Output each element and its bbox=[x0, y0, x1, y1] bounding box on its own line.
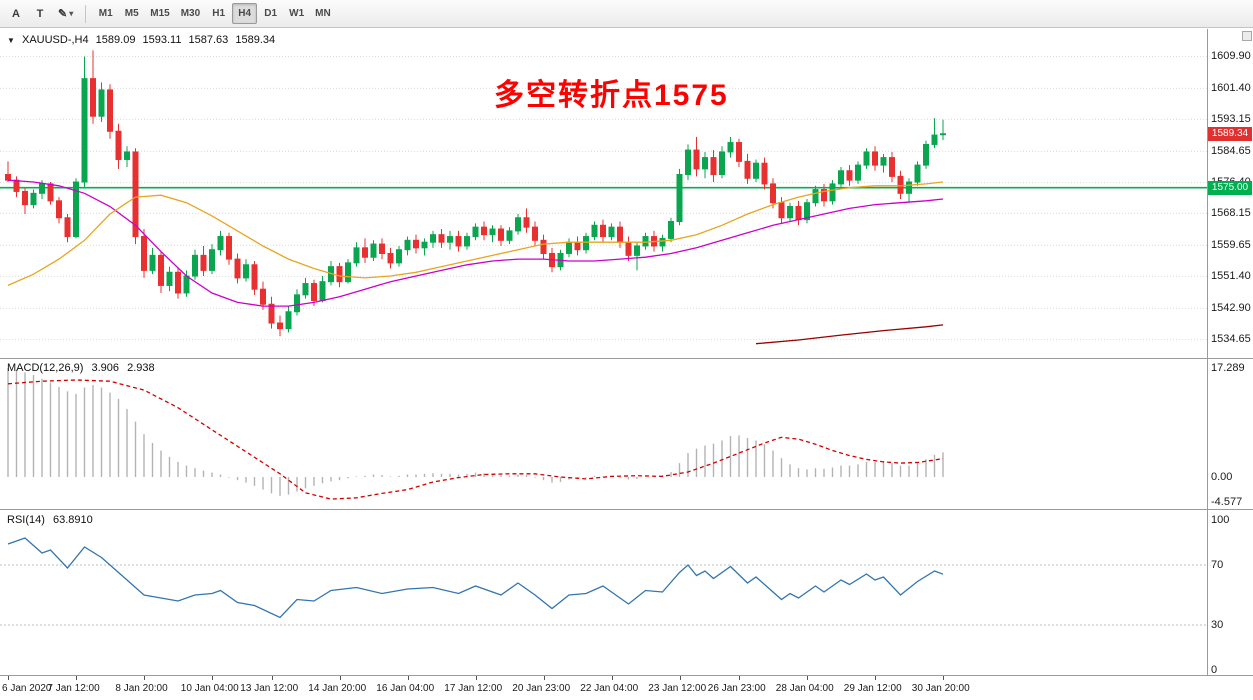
timeframe-group: M1 M5 M15 M30 H1 H4 D1 W1 MN bbox=[93, 3, 335, 24]
time-tick-label: 22 Jan 04:00 bbox=[580, 683, 639, 694]
price-tick-label: 1593.15 bbox=[1211, 113, 1251, 126]
macd-label: MACD(12,26,9) 3.906 2.938 bbox=[7, 362, 160, 374]
macd-main-value: 3.906 bbox=[91, 362, 120, 374]
time-tick-label: 20 Jan 23:00 bbox=[512, 683, 571, 694]
timeframe-m5-button[interactable]: M5 bbox=[119, 3, 144, 24]
time-tick bbox=[339, 676, 341, 680]
time-tick-label: 28 Jan 04:00 bbox=[775, 683, 834, 694]
drawing-tools-button[interactable]: ✎ ▾ bbox=[53, 3, 78, 24]
time-tick-label: 16 Jan 04:00 bbox=[376, 683, 435, 694]
timeframe-h1-button[interactable]: H1 bbox=[206, 3, 231, 24]
time-tick bbox=[212, 676, 213, 680]
timeframe-mn-button[interactable]: MN bbox=[310, 3, 336, 24]
time-tick bbox=[271, 676, 273, 680]
price-tick-label: 1542.90 bbox=[1211, 302, 1251, 315]
time-tick bbox=[475, 676, 477, 680]
time-tick bbox=[875, 676, 876, 680]
time-tick bbox=[144, 676, 145, 680]
close-value: 1589.34 bbox=[235, 34, 276, 46]
main-chart-canvas[interactable] bbox=[0, 29, 1207, 358]
price-tick-label: 1559.65 bbox=[1211, 239, 1251, 252]
timeframe-w1-button[interactable]: W1 bbox=[284, 3, 309, 24]
timeframe-d1-button[interactable]: D1 bbox=[258, 3, 283, 24]
time-tick-label: 30 Jan 20:00 bbox=[911, 683, 970, 694]
toolbar: A T ✎ ▾ M1 M5 M15 M30 H1 H4 D1 W1 MN bbox=[0, 0, 1253, 28]
macd-name: MACD(12,26,9) bbox=[7, 362, 84, 374]
chart-window: ▼ XAUUSD-,H4 1589.09 1593.11 1587.63 158… bbox=[0, 28, 1253, 700]
macd-tick-label: -4.577 bbox=[1211, 496, 1243, 508]
macd-canvas[interactable] bbox=[0, 359, 1207, 509]
price-axis-border bbox=[1207, 29, 1208, 675]
time-tick bbox=[943, 676, 944, 680]
hline-price-badge: 1575.00 bbox=[1208, 180, 1252, 195]
price-tick-label: 1534.65 bbox=[1211, 333, 1251, 346]
high-value: 1593.11 bbox=[142, 34, 182, 46]
pencil-icon: ✎ bbox=[58, 8, 68, 20]
panel-separator-macd[interactable] bbox=[0, 358, 1253, 359]
time-tick-label: 8 Jan 20:00 bbox=[115, 683, 168, 694]
panel-separator-timeaxis bbox=[0, 675, 1253, 676]
time-tick-label: 26 Jan 23:00 bbox=[707, 683, 766, 694]
time-tick bbox=[807, 676, 808, 680]
chart-annotation-text: 多空转折点1575 bbox=[494, 79, 729, 112]
price-tick-label: 1609.90 bbox=[1211, 50, 1251, 63]
time-tick-label: 29 Jan 12:00 bbox=[843, 683, 902, 694]
collapse-triangle-icon: ▼ bbox=[7, 36, 15, 45]
rsi-tick-label: 100 bbox=[1211, 514, 1230, 526]
panel-separator-rsi[interactable] bbox=[0, 509, 1253, 510]
time-tick bbox=[543, 676, 545, 680]
timeframe-h4-button[interactable]: H4 bbox=[232, 3, 258, 24]
rsi-name: RSI(14) bbox=[7, 514, 45, 526]
price-tick-label: 1601.40 bbox=[1211, 82, 1251, 95]
open-value: 1589.09 bbox=[95, 34, 136, 46]
time-tick bbox=[611, 676, 613, 680]
text-tool-button[interactable]: A bbox=[5, 3, 27, 24]
price-tick-label: 1584.65 bbox=[1211, 145, 1251, 158]
dropdown-caret-icon: ▾ bbox=[69, 9, 74, 18]
rsi-tick-label: 70 bbox=[1211, 559, 1224, 571]
time-tick bbox=[679, 676, 681, 680]
rsi-canvas[interactable] bbox=[0, 510, 1207, 675]
timeframe-m30-button[interactable]: M30 bbox=[176, 3, 205, 24]
rsi-tick-label: 0 bbox=[1211, 664, 1218, 676]
low-value: 1587.63 bbox=[188, 34, 229, 46]
time-tick-label: 23 Jan 12:00 bbox=[648, 683, 707, 694]
label-tool-button[interactable]: T bbox=[29, 3, 51, 24]
time-tick-label: 14 Jan 20:00 bbox=[308, 683, 367, 694]
current-price-badge: 1589.34 bbox=[1208, 126, 1252, 141]
symbol-period-label: XAUUSD-,H4 bbox=[21, 34, 89, 46]
toolbar-separator bbox=[85, 4, 87, 23]
rsi-tick-label: 30 bbox=[1211, 619, 1224, 631]
time-tick bbox=[8, 676, 9, 680]
time-tick-label: 7 Jan 12:00 bbox=[47, 683, 100, 694]
macd-tick-label: 0.00 bbox=[1211, 471, 1233, 483]
time-tick bbox=[76, 676, 77, 680]
time-axis[interactable]: 6 Jan 2020 7 Jan 12:00 8 Jan 20:00 10 Jan 0… bbox=[0, 676, 1207, 700]
price-axis[interactable]: 1609.901601.401593.151584.651576.401568.… bbox=[1207, 28, 1253, 700]
time-tick-label: 13 Jan 12:00 bbox=[240, 683, 299, 694]
time-tick-label: 6 Jan 2020 bbox=[2, 683, 52, 694]
time-tick-label: 17 Jan 12:00 bbox=[444, 683, 503, 694]
chart-ohlc-header: ▼ XAUUSD-,H4 1589.09 1593.11 1587.63 158… bbox=[7, 34, 279, 46]
timeframe-m1-button[interactable]: M1 bbox=[93, 3, 118, 24]
macd-signal-value: 2.938 bbox=[127, 362, 155, 374]
rsi-label: RSI(14) 63.8910 bbox=[7, 514, 98, 526]
timeframe-m15-button[interactable]: M15 bbox=[145, 3, 174, 24]
rsi-value: 63.8910 bbox=[52, 514, 93, 526]
macd-tick-label: 17.289 bbox=[1211, 362, 1245, 375]
chart-corner-button[interactable] bbox=[1242, 31, 1252, 41]
price-tick-label: 1568.15 bbox=[1211, 207, 1251, 220]
time-tick-label: 10 Jan 04:00 bbox=[180, 683, 239, 694]
time-tick bbox=[407, 676, 409, 680]
time-tick bbox=[739, 676, 740, 680]
price-tick-label: 1551.40 bbox=[1211, 270, 1251, 283]
